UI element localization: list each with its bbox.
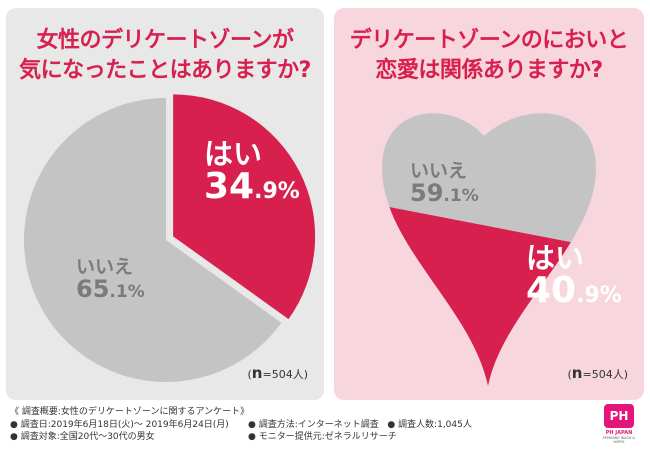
survey-overview: 《 調査概要:女性のデリケートゾーンに関するアンケート》: [10, 407, 250, 417]
pie-sample-size: (n=504人): [247, 364, 309, 382]
pie-yes-label: はい: [204, 137, 263, 171]
heart-chart-panel: デリケートゾーンのにおいと 恋愛は関係ありますか? いいえ 59.1% はい 4…: [334, 8, 644, 400]
survey-count: ● 調査人数:1,045人: [387, 419, 472, 430]
pie-slice-yes: [173, 94, 316, 320]
heart-title-line-2: 恋愛は関係ありますか?: [375, 58, 603, 83]
heart-no-label: いいえ: [410, 160, 468, 182]
heart-no-data-label: いいえ 59.1%: [410, 160, 479, 207]
logo-badge: PH: [604, 404, 634, 428]
heart-chart-svg: [382, 113, 596, 386]
heart-no-percent-int: 59: [410, 179, 444, 207]
survey-provider: ● モニター提供元:ゼネラルリサーチ: [248, 432, 397, 442]
heart-yes-percent-int: 40: [526, 270, 577, 311]
pie-chart-svg: [23, 94, 316, 383]
heart-title-line-1: デリケートゾーンのにおいと: [349, 28, 629, 53]
heart-yes-percent-dec: .9%: [576, 283, 622, 308]
pie-no-label: いいえ: [76, 256, 134, 278]
heart-yes-data-label: はい 40.9%: [526, 244, 622, 309]
pie-yes-percent-dec: .9%: [254, 179, 300, 204]
pie-title-line-1: 女性のデリケートゾーンが: [36, 28, 294, 53]
pie-slice-no: [23, 98, 282, 383]
survey-footer: 《 調査概要:女性のデリケートゾーンに関するアンケート》 ● 調査日:2019年…: [10, 406, 472, 444]
survey-date: ● 調査日:2019年6月18日(火)〜 2019年6月24日(月): [10, 419, 229, 430]
pie-chart-title: 女性のデリケートゾーンが 気になったことはありますか?: [6, 26, 324, 86]
pie-chart-panel: 女性のデリケートゾーンが 気になったことはありますか? はい 34.9% いいえ…: [6, 8, 324, 400]
pie-title-line-2: 気になったことはありますか?: [19, 58, 311, 83]
heart-sample-size: (n=504人): [567, 364, 629, 382]
heart-no-percent-dec: .1%: [443, 186, 479, 206]
heart-chart-title: デリケートゾーンのにおいと 恋愛は関係ありますか?: [334, 26, 644, 86]
pie-no-percent-dec: .1%: [109, 282, 145, 302]
pie-yes-data-label: はい 34.9%: [204, 140, 300, 205]
pie-yes-percent-int: 34: [204, 166, 255, 207]
survey-target: ● 調査対象:全国20代〜30代の男女: [10, 432, 155, 442]
logo-subtitle: FEMININE WASH & WIPES: [602, 436, 636, 444]
pie-no-data-label: いいえ 65.1%: [76, 256, 145, 303]
heart-yes-label: はい: [526, 241, 585, 275]
survey-method: ● 調査方法:インターネット調査: [248, 419, 379, 430]
logo-name: PH JAPAN: [605, 430, 633, 436]
pie-no-percent-int: 65: [76, 275, 110, 303]
ph-japan-logo: PH PH JAPAN FEMININE WASH & WIPES: [598, 404, 640, 448]
